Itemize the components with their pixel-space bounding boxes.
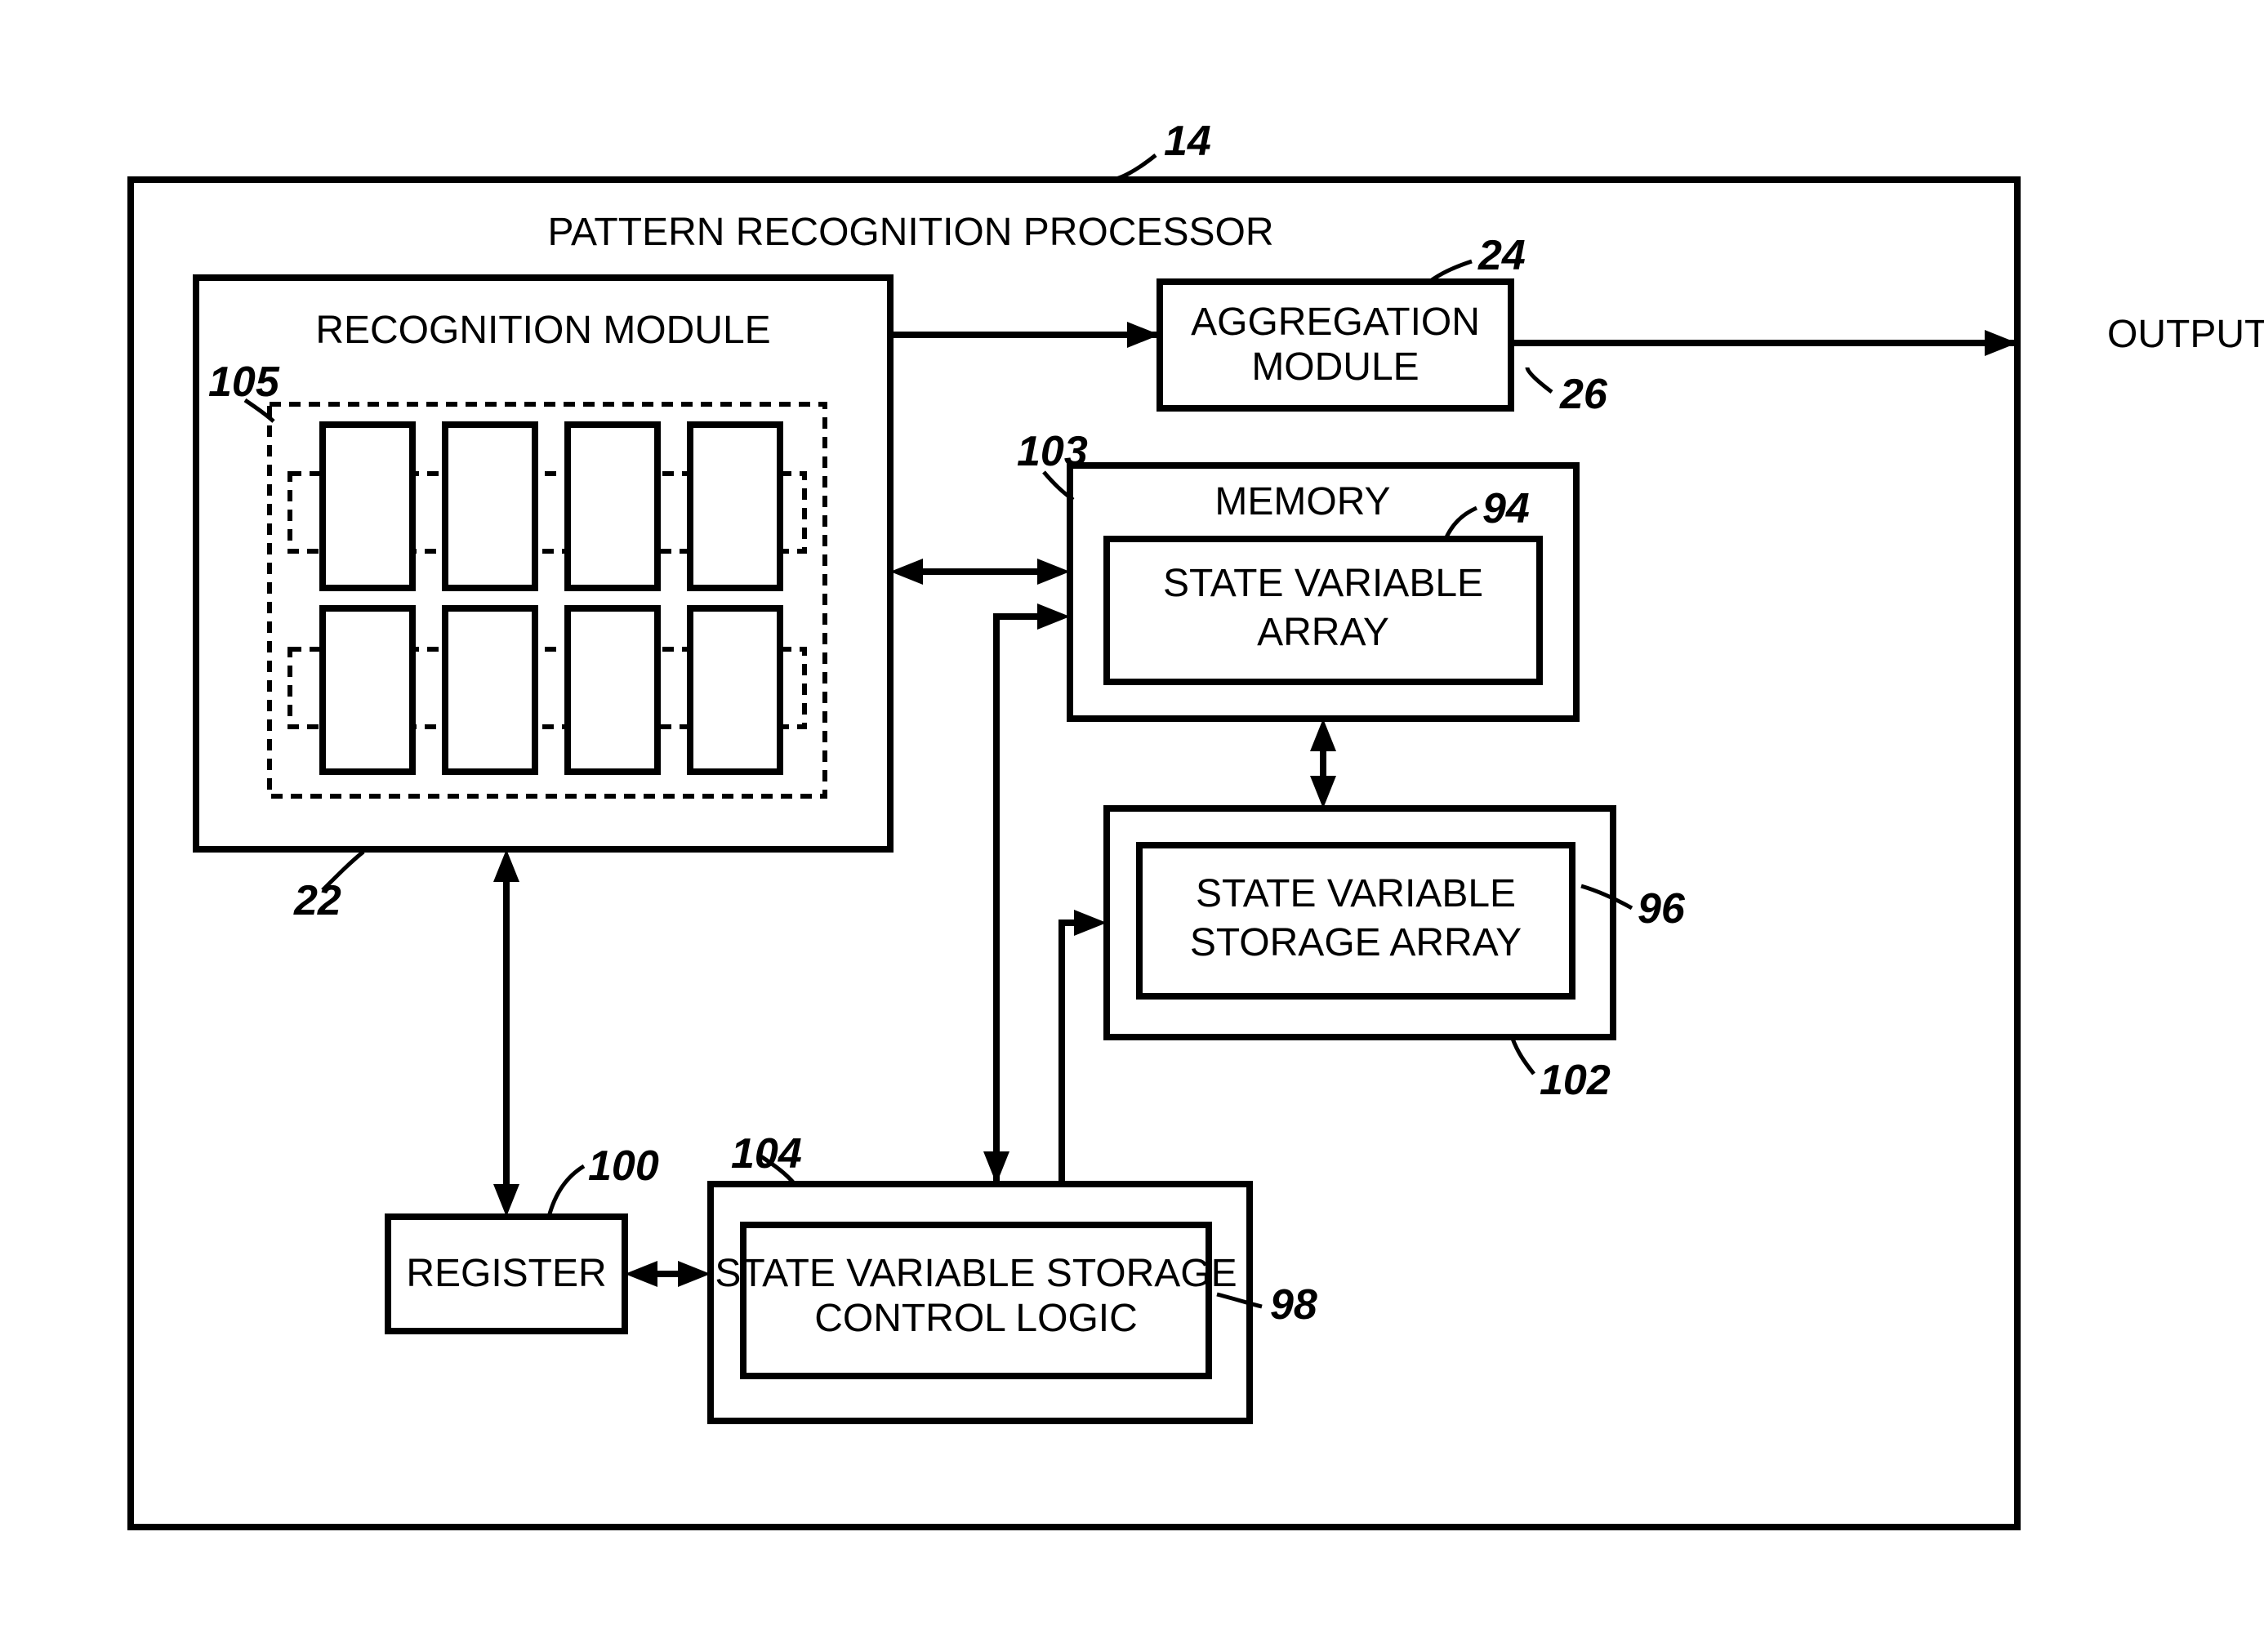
sva-label-2: ARRAY (1257, 611, 1389, 654)
recognition-cell-top-3 (690, 425, 780, 588)
aggregation-label-2: MODULE (1251, 345, 1419, 389)
recognition-cell-top-1 (445, 425, 535, 588)
recognition-cell-bot-3 (690, 608, 780, 772)
ref-98: 98 (1270, 1281, 1317, 1329)
ref-102: 102 (1540, 1057, 1611, 1104)
processor-title: PATTERN RECOGNITION PROCESSOR (548, 211, 1274, 254)
ref-26: 26 (1559, 371, 1608, 418)
ref-100: 100 (588, 1142, 659, 1190)
storage-label-1: STATE VARIABLE (1196, 872, 1516, 915)
recognition-cell-bot-0 (323, 608, 412, 772)
ref-103: 103 (1017, 428, 1088, 475)
ref-104: 104 (731, 1130, 802, 1178)
recognition-cell-top-0 (323, 425, 412, 588)
memory-label: MEMORY (1214, 480, 1390, 523)
ctrl-label-2: CONTROL LOGIC (814, 1297, 1138, 1340)
ctrl-label-1: STATE VARIABLE STORAGE (715, 1252, 1237, 1295)
ref-22: 22 (293, 877, 341, 924)
storage-label-2: STORAGE ARRAY (1190, 921, 1522, 964)
recognition-cell-bot-1 (445, 608, 535, 772)
ref-105: 105 (208, 358, 280, 406)
ref-24: 24 (1477, 232, 1526, 279)
leader-14 (1111, 155, 1156, 180)
recognition-cell-top-2 (568, 425, 657, 588)
aggregation-label-1: AGGREGATION (1191, 301, 1480, 344)
recognition-module-label: RECOGNITION MODULE (315, 309, 770, 352)
sva-label-1: STATE VARIABLE (1163, 562, 1483, 605)
ref-94: 94 (1482, 485, 1530, 532)
register-label: REGISTER (406, 1252, 606, 1295)
ref-96: 96 (1638, 885, 1686, 933)
recognition-module-box (196, 278, 890, 849)
ref-14: 14 (1164, 118, 1211, 165)
output-label: OUTPUT (2107, 313, 2264, 356)
recognition-cell-bot-2 (568, 608, 657, 772)
